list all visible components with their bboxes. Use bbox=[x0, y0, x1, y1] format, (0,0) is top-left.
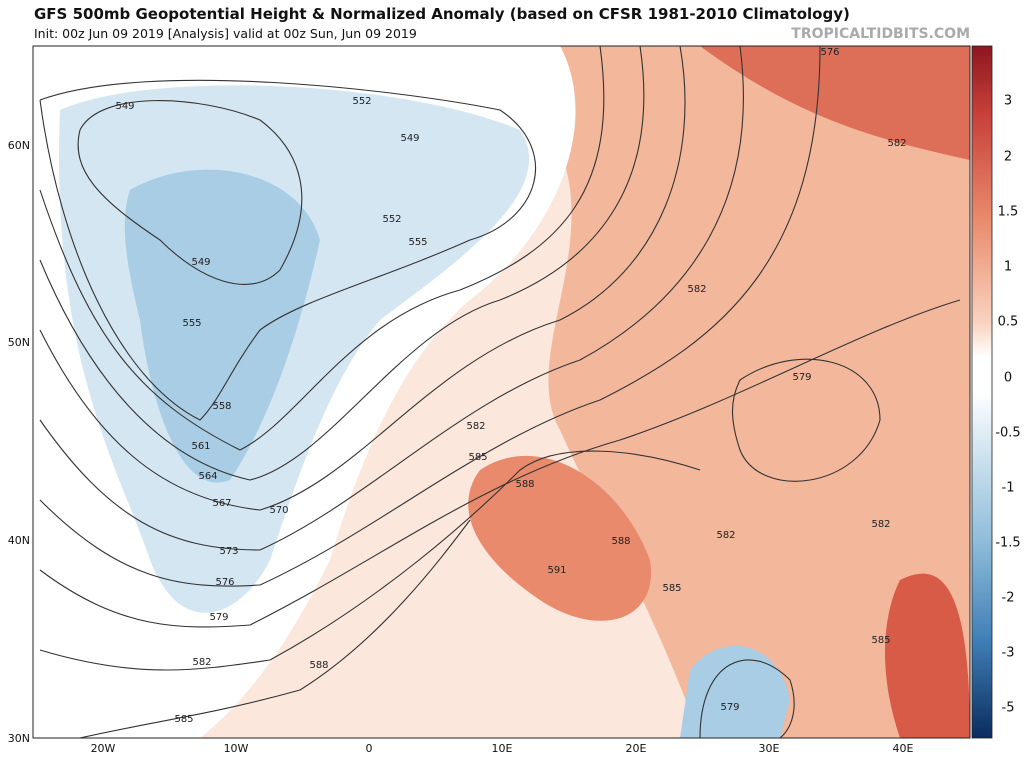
contour-label: 549 bbox=[400, 133, 419, 144]
lat-label: 60N bbox=[8, 139, 30, 152]
contour bbox=[732, 358, 881, 482]
colorbar-label: -5 bbox=[1002, 701, 1015, 716]
lon-label: 20E bbox=[626, 742, 647, 755]
contour bbox=[39, 450, 701, 671]
contour-label: 588 bbox=[515, 479, 534, 490]
contour-label: 567 bbox=[212, 498, 231, 509]
colorbar-label: 1 bbox=[1004, 260, 1012, 275]
contour-label: 585 bbox=[174, 714, 193, 725]
contour-label: 585 bbox=[468, 452, 487, 463]
contour-label: 555 bbox=[408, 237, 427, 248]
contour-label: 552 bbox=[382, 214, 401, 225]
contour bbox=[39, 46, 821, 587]
lon-label: 0 bbox=[366, 742, 373, 755]
contour-label: 582 bbox=[716, 530, 735, 541]
cold-anomaly bbox=[124, 169, 320, 483]
contour-label: 585 bbox=[871, 635, 890, 646]
lon-label: 10W bbox=[224, 742, 249, 755]
lat-label: 40N bbox=[8, 534, 30, 547]
contour-label: 564 bbox=[198, 471, 217, 482]
contour-label: 588 bbox=[309, 660, 328, 671]
colorbar-label: 3 bbox=[1004, 94, 1012, 109]
map-field bbox=[33, 46, 970, 738]
lon-label: 30E bbox=[759, 742, 780, 755]
contour bbox=[39, 46, 645, 481]
contour-label: 591 bbox=[547, 565, 566, 576]
contour-label: 582 bbox=[192, 657, 211, 668]
cold-anomaly bbox=[680, 646, 790, 738]
contour-label: 582 bbox=[887, 138, 906, 149]
contour bbox=[77, 100, 303, 285]
lon-label: 20W bbox=[91, 742, 116, 755]
colorbar-label: -0.5 bbox=[995, 426, 1020, 441]
lat-label: 50N bbox=[8, 336, 30, 349]
colorbar-label: -2 bbox=[1002, 591, 1015, 606]
colorbar-label: 0.5 bbox=[998, 315, 1019, 330]
contour-label: 582 bbox=[871, 519, 890, 530]
lon-label: 10E bbox=[492, 742, 513, 755]
credit: TROPICALTIDBITS.COM bbox=[791, 26, 970, 42]
contour bbox=[79, 519, 471, 738]
colorbar-labels: 3 2 1.5 1 0.5 0 -0.5 -1 -1.5 -2 -3 -5 bbox=[995, 94, 1020, 716]
contour-label: 582 bbox=[687, 284, 706, 295]
contour-label: 585 bbox=[662, 583, 681, 594]
map-frame bbox=[32, 45, 971, 739]
contour-label: 549 bbox=[115, 101, 134, 112]
contour-label: 555 bbox=[182, 318, 201, 329]
contour bbox=[39, 299, 961, 628]
contour-label: 582 bbox=[466, 421, 485, 432]
contour bbox=[39, 46, 605, 451]
subtitle: Init: 00z Jun 09 2019 [Analysis] valid a… bbox=[34, 26, 417, 41]
colorbar-label: -3 bbox=[1002, 646, 1015, 661]
colorbar-label: 2 bbox=[1004, 150, 1012, 165]
contour-label: 576 bbox=[215, 577, 234, 588]
lon-label: 40E bbox=[893, 742, 914, 755]
contour bbox=[39, 46, 744, 551]
warm-anomaly bbox=[700, 46, 970, 160]
contour-label: 573 bbox=[219, 546, 238, 557]
contour bbox=[39, 79, 537, 421]
warm-anomaly bbox=[468, 455, 652, 621]
lat-labels: 60N 50N 40N 30N bbox=[8, 139, 30, 745]
contour-label: 558 bbox=[212, 401, 231, 412]
contour-label: 570 bbox=[269, 505, 288, 516]
colorbar-label: -1 bbox=[1002, 481, 1015, 496]
contour-label: 561 bbox=[191, 441, 210, 452]
contour bbox=[699, 659, 795, 738]
warm-anomaly bbox=[885, 573, 970, 738]
contour bbox=[39, 46, 686, 511]
colorbar-label: 1.5 bbox=[998, 205, 1019, 220]
contour-label: 576 bbox=[820, 47, 839, 58]
contour-label: 579 bbox=[792, 372, 811, 383]
contour-label: 549 bbox=[191, 257, 210, 268]
contour-label: 588 bbox=[611, 536, 630, 547]
contour-label: 579 bbox=[209, 612, 228, 623]
contour-label: 552 bbox=[352, 96, 371, 107]
lat-label: 30N bbox=[8, 732, 30, 745]
colorbar-label: -1.5 bbox=[995, 536, 1020, 551]
colorbar-label: 0 bbox=[1004, 371, 1012, 386]
lon-labels: 20W 10W 0 10E 20E 30E 40E bbox=[91, 742, 914, 755]
title: GFS 500mb Geopotential Height & Normaliz… bbox=[34, 5, 850, 23]
colorbar bbox=[971, 45, 993, 739]
height-contours bbox=[39, 46, 961, 738]
contour-label: 579 bbox=[720, 702, 739, 713]
contour-labels: 549 552 549 549 552 555 555 558 561 564 … bbox=[115, 47, 906, 725]
